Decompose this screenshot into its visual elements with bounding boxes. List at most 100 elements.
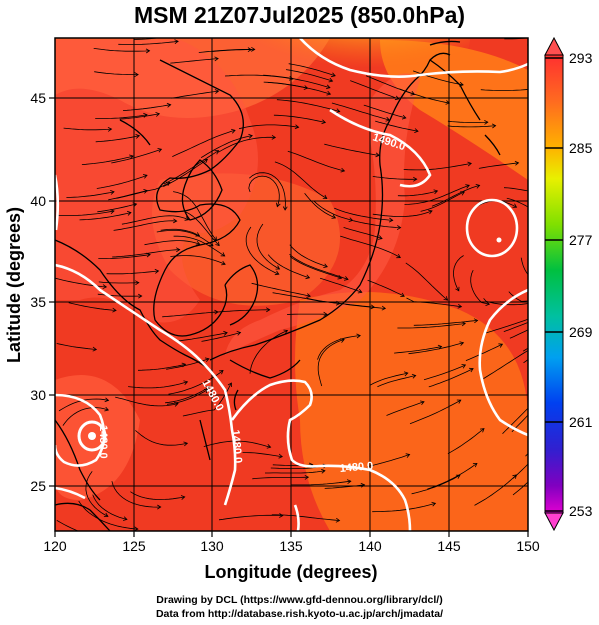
streamline <box>350 80 399 100</box>
streamline <box>287 150 345 172</box>
streamline <box>265 470 325 474</box>
streamline-arrowhead <box>104 397 110 403</box>
streamline-arrowhead <box>138 293 143 299</box>
streamline-arrowhead <box>122 516 128 521</box>
streamline-arrowhead <box>491 123 497 129</box>
streamline <box>465 343 503 361</box>
streamline-arrowhead <box>530 316 534 320</box>
streamline-arrowhead <box>375 152 380 158</box>
streamline <box>242 452 283 457</box>
streamline-arrowhead <box>110 190 115 195</box>
streamline-arrowhead <box>154 268 160 274</box>
streamline <box>172 129 236 157</box>
streamline-arrowhead <box>223 330 228 336</box>
streamline <box>334 207 393 221</box>
streamline <box>256 223 280 270</box>
streamline-arrowhead <box>129 154 134 160</box>
streamline-arrowhead <box>385 116 391 122</box>
streamline <box>447 125 496 128</box>
streamline-arrowhead <box>215 241 220 247</box>
streamline-arrowhead <box>420 400 425 406</box>
streamline-arrowhead <box>536 397 540 401</box>
streamline-arrowhead <box>326 90 332 96</box>
streamline <box>111 481 161 508</box>
streamline <box>423 364 466 381</box>
streamline-arrowhead <box>394 95 400 101</box>
streamline <box>386 401 425 416</box>
map-plot-area: 1490.0 1480.0 1480.0 1480.0 1480.0 <box>55 34 553 542</box>
streamline-arrowhead <box>157 148 163 153</box>
map-gridlines <box>55 38 528 531</box>
streamline-arrowhead <box>549 34 553 38</box>
streamline-arrowhead <box>278 453 283 459</box>
streamline <box>317 335 361 360</box>
streamline-arrowhead <box>331 72 336 78</box>
streamline <box>509 329 528 339</box>
streamline-arrowhead <box>282 206 288 211</box>
streamline <box>274 161 328 199</box>
streamline <box>175 332 228 342</box>
y-tick-label: 45 <box>30 90 46 106</box>
vortex-center <box>496 237 502 243</box>
streamline <box>367 454 410 468</box>
streamline <box>135 430 188 446</box>
streamline-arrowhead <box>512 203 518 208</box>
streamline-arrowhead <box>274 270 280 276</box>
streamline <box>200 135 253 158</box>
streamline-arrowhead <box>184 216 190 221</box>
streamline-arrowhead <box>155 112 161 117</box>
streamline-arrowhead <box>135 280 140 286</box>
streamline <box>285 69 333 82</box>
streamline <box>85 471 109 517</box>
streamline <box>394 346 442 354</box>
streamline <box>273 114 326 123</box>
streamline-arrowhead <box>322 194 328 199</box>
streamline-arrowhead <box>323 311 328 317</box>
streamline-arrowhead <box>105 538 109 542</box>
streamline <box>353 220 401 228</box>
streamline-arrowhead <box>275 202 281 208</box>
streamline <box>218 514 283 521</box>
streamline-arrowhead <box>165 181 171 187</box>
streamline <box>377 375 416 388</box>
streamline-arrowhead <box>134 72 139 78</box>
streamline-arrowhead <box>360 482 366 488</box>
tick-marks <box>49 97 529 537</box>
streamline <box>245 226 279 275</box>
streamline-arrowhead <box>212 236 217 242</box>
streamline-arrowhead <box>459 341 465 346</box>
streamline-arrowhead <box>305 274 311 280</box>
streamline <box>331 102 390 121</box>
streamline <box>119 113 160 120</box>
streamline <box>413 320 478 326</box>
streamline <box>480 89 528 91</box>
x-axis-label: Longitude (degrees) <box>204 562 377 582</box>
streamline <box>121 215 189 225</box>
y-tick-label: 30 <box>30 387 46 403</box>
streamline-arrowhead <box>403 371 409 377</box>
streamline <box>420 191 465 212</box>
colorbar-label: 253 <box>569 503 593 519</box>
streamline <box>173 191 217 241</box>
streamline <box>408 342 464 355</box>
streamline-arrowhead <box>126 210 132 216</box>
streamline <box>163 158 208 187</box>
streamline <box>470 269 490 305</box>
streamline <box>98 281 139 284</box>
streamline <box>272 292 340 304</box>
x-tick-label: 145 <box>437 538 461 554</box>
streamline-arrowhead <box>283 329 289 335</box>
colorbar-gradient <box>544 54 564 514</box>
x-tick-label: 130 <box>200 538 224 554</box>
streamline <box>343 227 383 239</box>
streamline <box>63 127 112 131</box>
streamline <box>431 185 480 207</box>
streamline <box>520 257 528 276</box>
streamline <box>319 277 362 293</box>
streamline <box>203 440 271 448</box>
streamline <box>411 474 461 495</box>
streamline-arrowhead <box>146 252 151 258</box>
streamline-arrowhead <box>275 265 281 270</box>
streamline <box>248 175 280 207</box>
streamline <box>409 399 461 425</box>
